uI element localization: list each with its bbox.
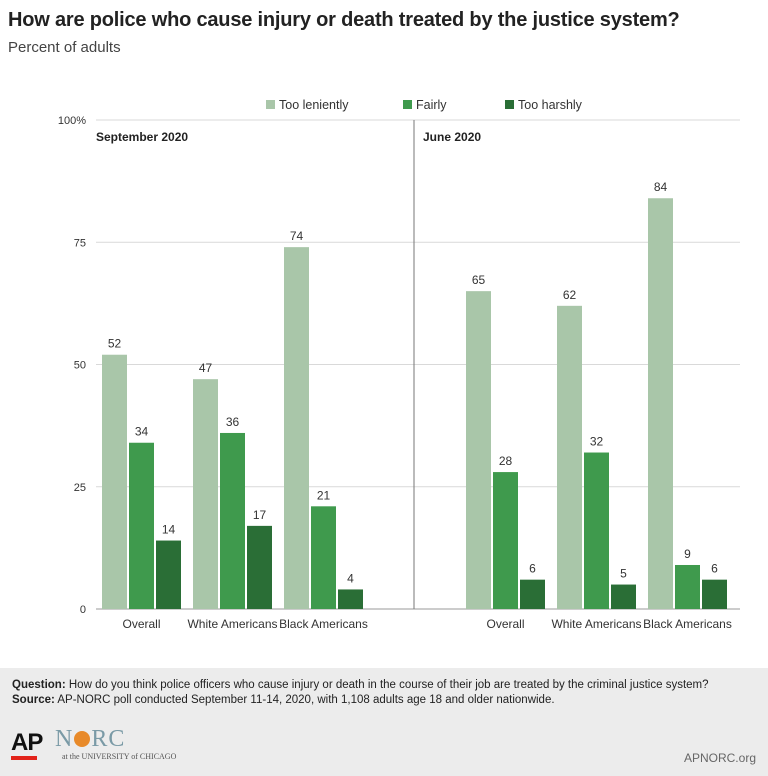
bar (284, 247, 309, 609)
bar-value-label: 36 (226, 415, 240, 429)
legend-label: Fairly (416, 98, 447, 112)
bar-value-label: 6 (711, 562, 718, 576)
bar-value-label: 34 (135, 425, 149, 439)
bar (520, 579, 545, 609)
bar-value-label: 62 (563, 288, 577, 302)
bar-value-label: 6 (529, 562, 536, 576)
x-category-label: White Americans (551, 617, 641, 631)
x-category-label: Overall (122, 617, 160, 631)
ap-logo: AP (11, 729, 43, 756)
bar-value-label: 47 (199, 361, 213, 375)
norc-logo: N RC (55, 726, 125, 753)
legend-swatch (505, 100, 514, 109)
y-tick-label: 50 (74, 360, 86, 372)
chart-subtitle: Percent of adults (8, 39, 121, 56)
ap-logo-underline (11, 756, 37, 760)
chart-title: How are police who cause injury or death… (8, 9, 680, 31)
bar-value-label: 84 (654, 180, 668, 194)
bar-value-label: 5 (620, 567, 627, 581)
source-label: Source: (12, 694, 55, 706)
legend-label: Too harshly (518, 98, 583, 112)
bar-value-label: 28 (499, 454, 513, 468)
bar-value-label: 52 (108, 337, 122, 351)
bar-value-label: 9 (684, 547, 691, 561)
bar (102, 354, 127, 609)
bar-value-label: 21 (317, 488, 331, 502)
x-category-label: Black Americans (643, 617, 732, 631)
legend-label: Too leniently (279, 98, 349, 112)
bar (338, 589, 363, 609)
footer (0, 668, 768, 776)
x-category-label: White Americans (187, 617, 277, 631)
bar (611, 584, 636, 609)
bar (220, 432, 245, 609)
bar (493, 472, 518, 609)
bar (311, 506, 336, 609)
footer-question: Question: How do you think police office… (12, 679, 709, 691)
question-text: How do you think police officers who cau… (68, 679, 709, 691)
bar (675, 564, 700, 609)
bar (648, 198, 673, 610)
bar-value-label: 65 (472, 273, 486, 287)
bar (193, 379, 218, 609)
bar (584, 452, 609, 609)
bar (466, 291, 491, 609)
bar-value-label: 4 (347, 571, 354, 585)
bar-value-label: 74 (290, 229, 304, 243)
bar (129, 442, 154, 609)
bar-chart: 0 25 50 75 100% Too leniently Fairly Too harshl… (58, 98, 740, 631)
norc-logo-o-icon (74, 731, 91, 747)
legend-swatch (403, 100, 412, 109)
panel-label: September 2020 (96, 130, 188, 144)
y-tick-label: 0 (80, 604, 86, 616)
uchicago-label: at the UNIVERSITY of CHICAGO (62, 752, 177, 761)
x-category-label: Black Americans (279, 617, 368, 631)
bar (247, 525, 272, 609)
y-tick-label: 25 (74, 482, 86, 494)
legend-swatch (266, 100, 275, 109)
norc-logo-n: N (55, 726, 74, 752)
y-tick-label: 100% (58, 115, 86, 127)
footer-source: Source: AP-NORC poll conducted September… (12, 694, 555, 706)
y-tick-label: 75 (74, 237, 86, 249)
question-label: Question: (12, 679, 66, 691)
norc-logo-rc: RC (91, 726, 126, 752)
bar-value-label: 32 (590, 435, 604, 449)
bar-value-label: 14 (162, 523, 176, 537)
site-link[interactable]: APNORC.org (683, 751, 756, 765)
source-text: AP-NORC poll conducted September 11-14, … (57, 694, 555, 706)
bar-value-label: 17 (253, 508, 267, 522)
bar (702, 579, 727, 609)
bar (557, 305, 582, 609)
panel-label: June 2020 (423, 130, 481, 144)
x-category-label: Overall (486, 617, 524, 631)
bar (156, 540, 181, 609)
